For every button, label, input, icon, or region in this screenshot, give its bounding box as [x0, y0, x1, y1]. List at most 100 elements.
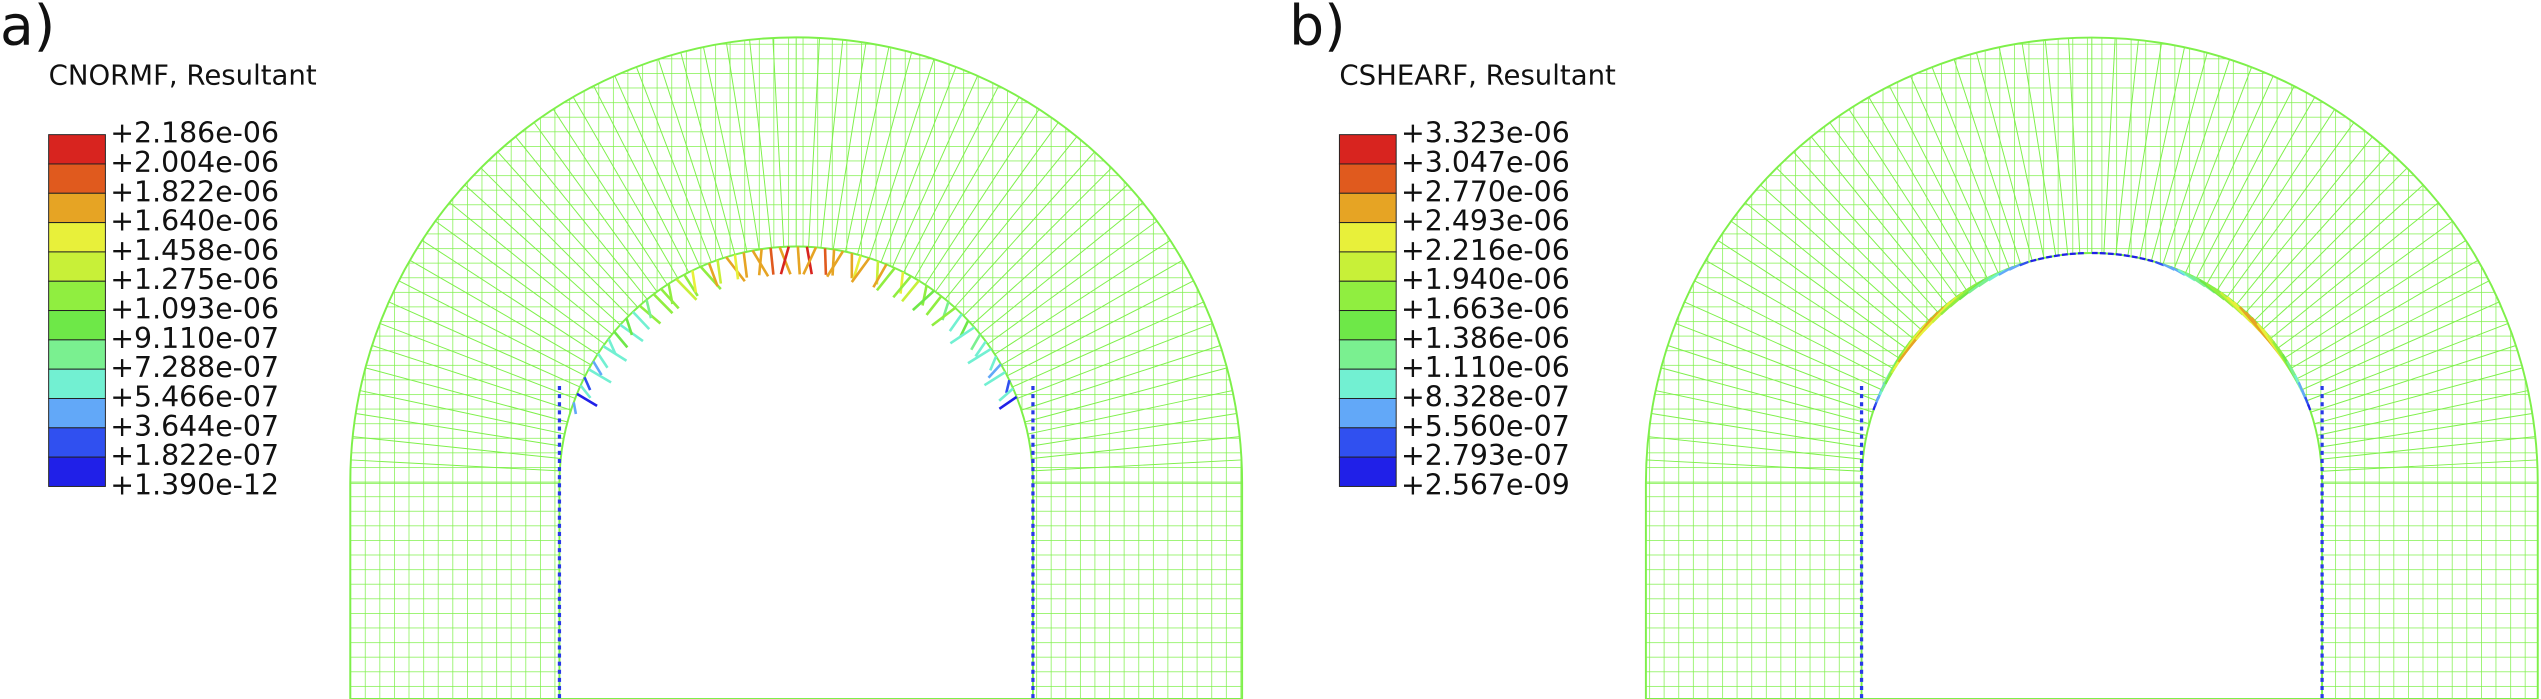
contact-vector	[899, 271, 905, 294]
mesh-line	[497, 151, 639, 308]
mesh-line	[2115, 39, 2139, 255]
legend-swatch	[1338, 134, 1397, 165]
mesh-line	[2139, 46, 2186, 259]
mesh-line	[2310, 345, 2517, 413]
mesh-line	[2236, 136, 2373, 305]
legend-swatch	[1338, 222, 1397, 253]
contact-vector	[875, 267, 896, 292]
legend-title: CSHEARF, Resultant	[1339, 59, 1616, 91]
mesh-line	[480, 167, 630, 317]
mesh-line	[449, 202, 613, 335]
contact-vector	[823, 248, 828, 275]
mesh-line	[409, 259, 592, 366]
contact-vector	[667, 283, 674, 305]
contact-vector	[645, 299, 653, 319]
mesh-line	[868, 59, 935, 259]
mesh-line	[1829, 122, 1957, 298]
contact-vector	[989, 355, 998, 371]
mesh-line	[388, 301, 581, 388]
mesh-line	[725, 42, 760, 250]
mesh-line	[350, 459, 560, 472]
mesh-line	[2254, 167, 2408, 321]
legend-swatch	[1338, 456, 1397, 487]
mesh-line	[657, 59, 724, 259]
mesh-line	[1705, 259, 1893, 369]
contact-vector	[970, 333, 982, 351]
mesh-line	[2173, 66, 2253, 269]
contact-vector	[987, 363, 1002, 379]
legend-swatch	[48, 251, 106, 282]
legend-swatch	[1338, 368, 1397, 399]
mesh-line	[1888, 85, 1988, 279]
contact-vector	[2038, 256, 2045, 261]
legend-swatch	[48, 134, 106, 165]
mesh-line	[1027, 390, 1233, 435]
contact-vector	[948, 313, 963, 332]
contact-vector	[779, 246, 791, 275]
mesh-line	[1029, 413, 1237, 447]
contact-vector	[2115, 253, 2122, 257]
contact-vector	[983, 371, 1006, 387]
mesh-line	[1675, 323, 1878, 402]
mesh-line	[1810, 136, 1948, 305]
legend-swatch	[1338, 398, 1397, 429]
mesh-line	[1655, 390, 1867, 436]
mesh-line	[1021, 345, 1221, 411]
mesh-line	[2195, 85, 2295, 279]
contact-vector	[998, 387, 1014, 402]
mesh-line	[2319, 413, 2533, 448]
mesh-line	[963, 167, 1112, 317]
mesh-line	[2150, 52, 2208, 261]
legend-swatch	[1338, 339, 1397, 370]
legend-swatch	[48, 339, 106, 370]
mesh-line	[1660, 367, 1870, 425]
legend-label: +7.288e-07	[110, 351, 279, 384]
contact-vector	[826, 250, 845, 278]
mesh-line	[1998, 46, 2045, 259]
mesh-line	[635, 66, 712, 263]
contact-vector	[2154, 260, 2165, 267]
mesh-line	[924, 109, 1040, 285]
contact-vector	[576, 392, 598, 407]
legend-label: +2.216e-06	[1401, 234, 1570, 267]
mesh-line	[2306, 323, 2509, 402]
mesh-line	[2216, 109, 2336, 291]
mesh-line	[352, 436, 561, 460]
mesh-line	[2277, 220, 2453, 349]
contact-vector	[911, 289, 935, 312]
mesh-line	[2270, 202, 2439, 339]
mesh-line	[880, 66, 957, 263]
contact-vector	[851, 255, 862, 281]
legend-swatch	[48, 192, 106, 224]
contact-vector	[625, 317, 634, 336]
panel: b)CSHEARF, Resultant +3.323e-06+3.047e-06…	[1289, 0, 2539, 699]
contact-vector	[691, 270, 698, 293]
legend-swatch	[1338, 163, 1397, 194]
legend-label: +3.047e-06	[1401, 146, 1570, 179]
mesh-line	[2262, 184, 2424, 330]
contact-vector	[707, 262, 719, 287]
mesh-line	[379, 323, 576, 399]
contact-vector	[831, 249, 836, 276]
mesh-line	[1717, 239, 1899, 359]
legend-title: CNORMF, Resultant	[49, 59, 317, 91]
mesh-line	[533, 122, 658, 293]
mesh-line	[1744, 202, 1914, 339]
legend-swatch	[1338, 310, 1397, 341]
mesh-line	[2226, 122, 2355, 298]
contact-vector	[592, 360, 603, 376]
mesh-line	[2162, 59, 2231, 265]
contact-vector	[2045, 255, 2053, 259]
mesh-line	[2127, 42, 2163, 256]
mesh-line	[2044, 39, 2069, 255]
contact-vector	[733, 254, 740, 280]
legend-label: +5.466e-07	[110, 381, 279, 414]
contact-vector	[742, 252, 749, 278]
mesh-line	[979, 202, 1144, 335]
mesh-line	[1953, 59, 2022, 265]
contact-vector	[2123, 254, 2130, 258]
mesh-line	[1006, 280, 1194, 377]
legend-swatch	[48, 427, 106, 458]
